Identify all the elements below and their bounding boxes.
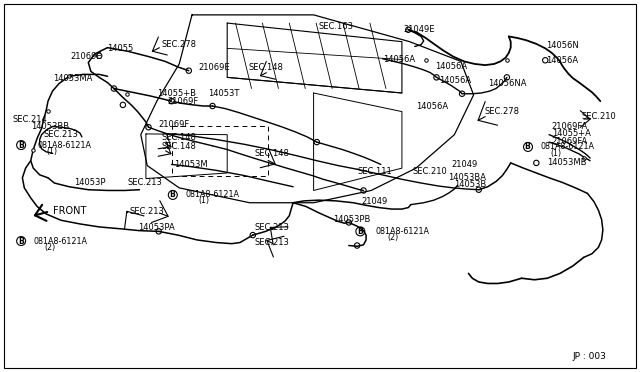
Text: SEC.278: SEC.278 (484, 107, 520, 116)
Text: 14053P: 14053P (74, 178, 105, 187)
Text: 14053BA: 14053BA (448, 173, 486, 182)
Text: 21069E: 21069E (198, 63, 230, 72)
Text: 081A8-6121A: 081A8-6121A (541, 142, 595, 151)
Text: 14056A: 14056A (546, 56, 578, 65)
Text: SEC.278: SEC.278 (162, 40, 197, 49)
Text: 14056A: 14056A (439, 76, 471, 85)
Text: 14055: 14055 (108, 44, 134, 53)
Text: (2): (2) (45, 243, 56, 251)
Text: 081A8-6121A: 081A8-6121A (376, 227, 429, 236)
Text: 14053BB: 14053BB (31, 122, 69, 131)
Text: SEC.210: SEC.210 (581, 112, 616, 121)
Text: 21049E: 21049E (403, 25, 435, 34)
Text: JP : 003: JP : 003 (573, 352, 607, 361)
Text: B: B (18, 237, 24, 246)
Text: 081A8-6121A: 081A8-6121A (33, 237, 87, 246)
Text: 14053MA: 14053MA (53, 74, 93, 83)
Text: 14056A: 14056A (435, 62, 467, 71)
Text: 14053B: 14053B (454, 180, 486, 189)
Text: B: B (18, 141, 24, 150)
Text: 14053T: 14053T (208, 89, 239, 98)
Text: 14053MB: 14053MB (547, 158, 587, 167)
Text: B: B (525, 142, 531, 151)
Text: 14056NA: 14056NA (488, 79, 526, 88)
Text: SEC.213: SEC.213 (44, 130, 78, 139)
Text: SEC.213: SEC.213 (129, 207, 164, 216)
Text: (1): (1) (550, 149, 561, 158)
Text: 081A8-6121A: 081A8-6121A (186, 190, 239, 199)
Text: 14055+A: 14055+A (552, 129, 591, 138)
Text: 21069F: 21069F (168, 97, 199, 106)
Text: SEC.163: SEC.163 (319, 22, 354, 31)
Text: SEC.148: SEC.148 (255, 149, 289, 158)
Text: SEC.148: SEC.148 (248, 63, 283, 72)
Text: B: B (357, 227, 363, 236)
Text: 14053M: 14053M (174, 160, 208, 169)
Text: 14056A: 14056A (383, 55, 415, 64)
Text: SEC.213: SEC.213 (255, 223, 289, 232)
Text: SEC.214: SEC.214 (13, 115, 47, 124)
Text: B: B (170, 190, 175, 199)
Text: SEC.210: SEC.210 (413, 167, 447, 176)
Text: SEC.213: SEC.213 (255, 238, 289, 247)
Text: 21069F: 21069F (159, 120, 190, 129)
Text: SEC.111: SEC.111 (357, 167, 392, 176)
Text: 21069FA: 21069FA (552, 122, 588, 131)
Text: FRONT: FRONT (53, 206, 86, 216)
Text: 21049: 21049 (451, 160, 477, 169)
Text: 21049: 21049 (362, 197, 388, 206)
Text: (2): (2) (387, 233, 399, 242)
Text: 14055+B: 14055+B (157, 89, 196, 98)
Text: SEC.148: SEC.148 (162, 133, 196, 142)
Text: 081A8-6121A: 081A8-6121A (37, 141, 91, 150)
Text: 14056A: 14056A (416, 102, 448, 110)
Text: 21069E: 21069E (70, 52, 102, 61)
Text: SEC.213: SEC.213 (128, 178, 163, 187)
Text: 14056N: 14056N (546, 41, 579, 50)
Text: SEC.148: SEC.148 (162, 142, 196, 151)
Text: 14053PA: 14053PA (138, 223, 174, 232)
Text: 14053PB: 14053PB (333, 215, 370, 224)
Text: (1): (1) (46, 147, 57, 155)
Text: 21069FA: 21069FA (552, 137, 588, 146)
Text: (1): (1) (198, 196, 209, 205)
